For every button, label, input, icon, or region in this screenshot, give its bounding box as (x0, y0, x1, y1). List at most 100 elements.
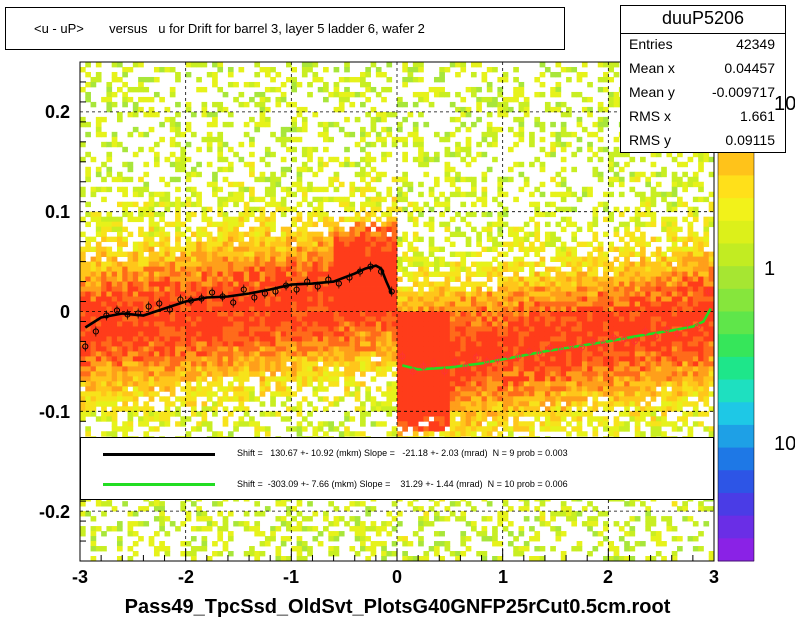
heat-cell (301, 221, 308, 228)
heat-cell (375, 421, 382, 427)
heat-cell (523, 101, 530, 108)
heat-cell (164, 286, 171, 292)
heat-cell (354, 531, 361, 537)
heat-cell (85, 311, 91, 317)
heat-cell (360, 531, 366, 537)
heat-cell (296, 411, 303, 417)
heat-cell (428, 426, 435, 432)
heat-cell (534, 336, 541, 342)
heat-cell (153, 336, 160, 342)
heat-cell (397, 376, 403, 382)
heat-cell (333, 396, 340, 402)
heat-cell (227, 286, 234, 292)
heat-cell (291, 506, 298, 512)
heat-cell (206, 266, 213, 272)
heat-cell (423, 201, 430, 208)
heat-cell (449, 371, 456, 377)
heat-cell (196, 326, 202, 332)
heat-cell (418, 356, 424, 362)
heat-cell (465, 301, 472, 307)
heat-cell (138, 351, 144, 357)
heat-cell (354, 251, 361, 258)
heat-cell (185, 336, 192, 342)
heat-cell (539, 381, 546, 387)
heat-cell (238, 296, 245, 302)
heat-cell (465, 176, 472, 183)
heat-cell (354, 141, 361, 148)
heat-cell (534, 396, 541, 402)
heat-cell (90, 536, 97, 542)
heat-cell (444, 276, 451, 282)
heat-cell (254, 71, 261, 78)
heat-cell (492, 271, 498, 277)
heat-cell (132, 341, 139, 347)
heat-cell (243, 121, 250, 128)
heat-cell (206, 381, 213, 387)
heat-cell (101, 321, 107, 327)
heat-cell (502, 206, 509, 213)
heat-cell (286, 316, 292, 322)
heat-cell (354, 386, 361, 392)
heat-cell (444, 431, 451, 437)
heat-cell (449, 431, 456, 437)
heat-cell (539, 271, 546, 277)
heat-cell (349, 516, 356, 522)
heat-cell (344, 201, 350, 208)
heat-cell (338, 286, 345, 292)
heat-cell (407, 211, 414, 218)
heat-cell (90, 366, 97, 372)
heat-cell (465, 426, 472, 432)
heat-cell (312, 296, 319, 302)
heat-cell (391, 311, 398, 317)
heat-cell (127, 276, 134, 282)
heat-cell (312, 196, 319, 203)
heat-cell (492, 256, 498, 262)
heat-cell (529, 431, 535, 437)
heat-cell (481, 526, 488, 532)
heat-cell (513, 546, 519, 552)
heat-cell (502, 276, 509, 282)
heat-cell (148, 411, 155, 417)
heat-cell (243, 231, 250, 238)
heat-cell (164, 376, 171, 382)
heat-cell (439, 361, 445, 367)
heat-cell (143, 256, 150, 262)
heat-cell (534, 281, 541, 287)
heat-cell (222, 216, 229, 223)
heat-cell (381, 401, 387, 407)
heat-cell (243, 281, 250, 287)
heat-cell (196, 301, 202, 307)
heat-cell (275, 251, 282, 258)
heat-cell (449, 181, 456, 188)
heat-cell (122, 401, 128, 407)
heat-cell (412, 101, 419, 108)
heat-cell (328, 291, 334, 297)
heat-cell (143, 236, 150, 243)
heat-cell (328, 331, 334, 337)
heat-cell (370, 176, 377, 183)
heat-cell (523, 316, 530, 322)
heat-cell (502, 341, 509, 347)
heat-cell (233, 251, 239, 258)
heat-cell (476, 236, 482, 243)
heat-cell (254, 361, 261, 367)
heat-cell (270, 531, 276, 537)
heat-cell (539, 426, 546, 432)
heat-cell (529, 336, 535, 342)
heat-cell (206, 271, 213, 277)
heat-cell (159, 361, 165, 367)
heat-cell (481, 261, 488, 267)
heat-cell (95, 251, 102, 258)
heat-cell (286, 351, 292, 357)
heat-cell (465, 346, 472, 352)
heat-cell (333, 91, 340, 98)
heat-cell (212, 111, 218, 118)
heat-cell (481, 351, 488, 357)
heat-cell (212, 326, 218, 332)
heat-cell (111, 386, 118, 392)
heat-cell (175, 166, 181, 173)
heat-cell (291, 376, 298, 382)
heat-cell (333, 551, 340, 557)
heat-cell (317, 166, 324, 173)
heat-cell (280, 126, 287, 133)
